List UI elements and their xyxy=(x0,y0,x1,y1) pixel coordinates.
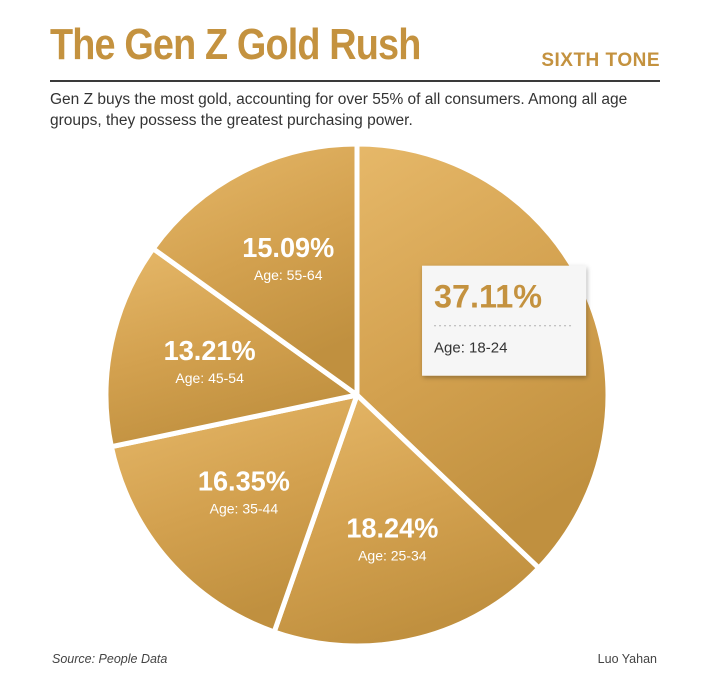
slice-age-label: Age: 18-24 xyxy=(434,340,507,357)
author-credit: Luo Yahan xyxy=(597,652,657,666)
slice-percent-label: 13.21% xyxy=(164,335,256,366)
pie-slice xyxy=(150,141,360,398)
chart-subtitle: Gen Z buys the most gold, accounting for… xyxy=(50,91,628,129)
pie-slice xyxy=(108,392,360,635)
slice-percent-label: 15.09% xyxy=(242,232,334,263)
slice-percent-label: 18.24% xyxy=(346,512,438,543)
brand-logo: SIXTH TONE xyxy=(541,50,660,71)
slice-age-label: Age: 45-54 xyxy=(175,370,244,386)
chart-title: The Gen Z Gold Rush xyxy=(50,20,421,69)
slice-age-label: Age: 25-34 xyxy=(358,547,427,563)
slice-percent-label: 16.35% xyxy=(198,465,290,496)
slice-age-label: Age: 35-44 xyxy=(210,500,279,516)
pie-slice xyxy=(103,246,360,450)
title-divider xyxy=(50,80,660,82)
slice-percent-label: 37.11% xyxy=(434,279,542,315)
source-note: Source: People Data xyxy=(52,652,168,666)
pie-slice xyxy=(271,392,542,649)
slice-age-label: Age: 55-64 xyxy=(254,267,323,283)
callout-box xyxy=(422,265,587,376)
